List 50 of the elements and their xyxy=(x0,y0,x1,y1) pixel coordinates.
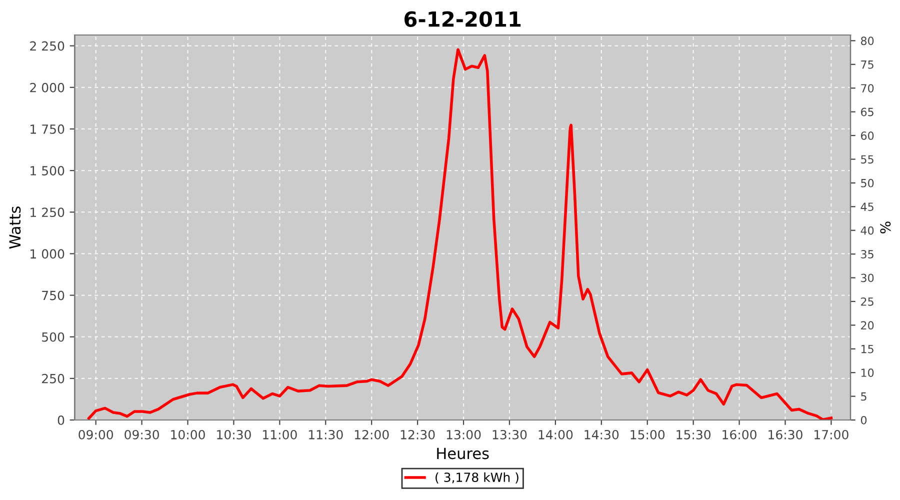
y2-tick-label: 20 xyxy=(861,321,874,330)
x-axis-title: Heures xyxy=(437,448,489,460)
y2-axis-title: % xyxy=(880,222,891,234)
x-tick-label: 14:00 xyxy=(538,430,573,440)
y-tick-label: 2 250 xyxy=(30,41,64,51)
chart-title: 6-12-2011 xyxy=(404,11,521,27)
y2-tick-label: 60 xyxy=(861,131,874,140)
x-tick-label: 13:30 xyxy=(492,430,527,440)
x-tick-label: 13:00 xyxy=(446,430,481,440)
line-series xyxy=(87,48,833,420)
x-tick-label: 16:00 xyxy=(722,430,756,440)
y-tick-label: 1 250 xyxy=(30,208,64,218)
y2-tick-label: 40 xyxy=(860,226,874,235)
x-tick-label: 10:00 xyxy=(171,430,205,440)
y2-tick-label: 10 xyxy=(861,368,874,377)
x-tick-label: 10:30 xyxy=(217,430,251,440)
y-tick-label: 250 xyxy=(42,374,64,384)
y-tick-label: 2 000 xyxy=(30,82,64,92)
y2-tick-label: 55 xyxy=(861,155,874,164)
x-tick-label: 16:30 xyxy=(768,430,802,440)
y-tick-label: 1 500 xyxy=(30,166,64,176)
y-tick-label: 1 750 xyxy=(30,124,64,134)
x-tick-label: 15:30 xyxy=(676,430,710,440)
y2-tick-label: 35 xyxy=(861,250,874,258)
y-tick-label: 1 000 xyxy=(30,249,64,259)
y2-tick-label: 30 xyxy=(861,274,874,282)
y2-tick-label: 25 xyxy=(861,297,874,306)
legend-label: ( 3,178 kWh ) xyxy=(436,472,518,484)
x-tick-label: 12:30 xyxy=(400,430,435,440)
y-tick-label: 500 xyxy=(42,332,64,342)
x-tick-label: 12:00 xyxy=(354,430,389,440)
y2-tick-label: 75 xyxy=(861,60,874,69)
x-tick-label: 17:00 xyxy=(814,430,848,440)
x-tick-label: 09:30 xyxy=(124,430,159,440)
x-tick-label: 11:00 xyxy=(263,430,297,440)
x-tick-label: 09:00 xyxy=(78,430,114,440)
x-tick-label: 14:30 xyxy=(584,430,619,440)
y2-tick-label: 70 xyxy=(861,84,874,92)
y2-tick-label: 80 xyxy=(860,36,874,46)
y2-tick-label: 65 xyxy=(861,108,874,116)
y2-tick-label: 15 xyxy=(861,345,874,354)
y2-tick-label: 50 xyxy=(861,178,874,188)
y-tick-label: 750 xyxy=(42,290,64,300)
y-tick-label: 0 xyxy=(58,415,64,425)
x-tick-label: 11:30 xyxy=(309,430,343,440)
y2-tick-label: 45 xyxy=(860,202,874,212)
y2-tick-label: 0 xyxy=(860,416,867,424)
x-tick-label: 15:00 xyxy=(630,430,665,440)
y2-tick-label: 5 xyxy=(861,392,866,401)
y-axis-title: Watts xyxy=(9,206,21,249)
